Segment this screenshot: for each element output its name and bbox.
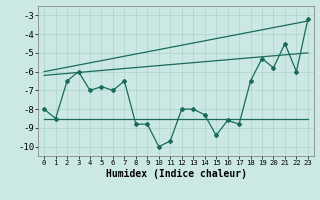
X-axis label: Humidex (Indice chaleur): Humidex (Indice chaleur) [106, 169, 246, 179]
